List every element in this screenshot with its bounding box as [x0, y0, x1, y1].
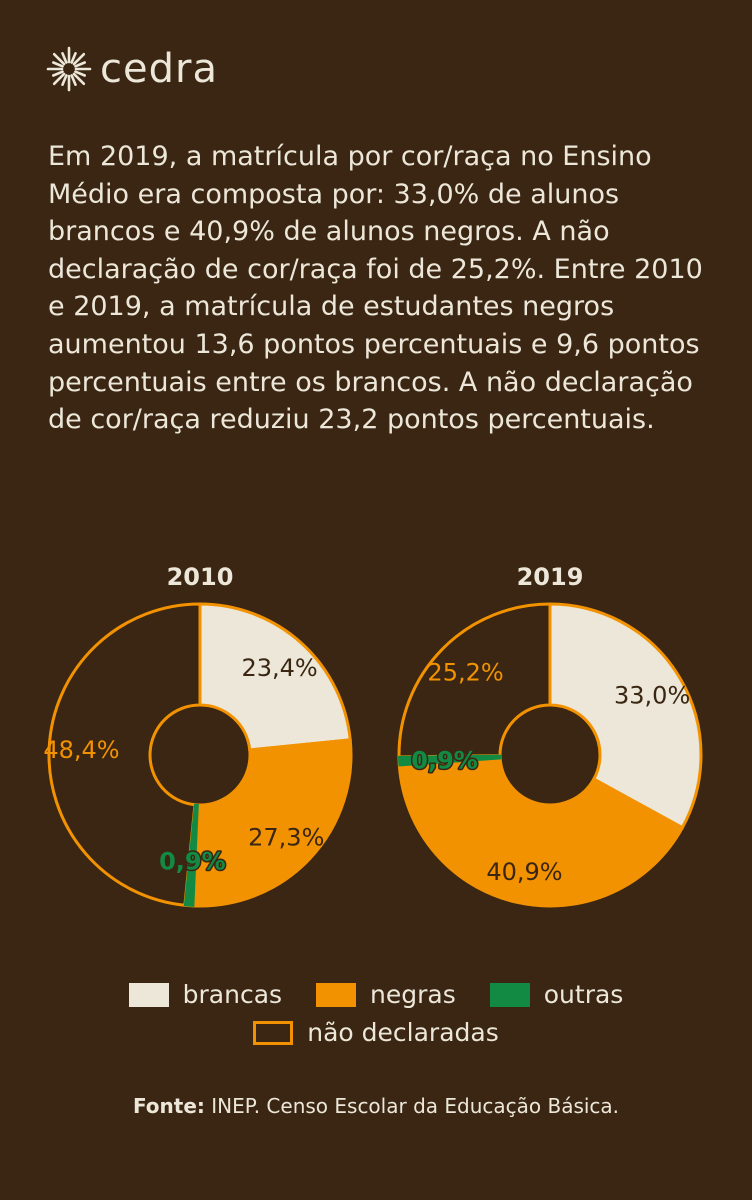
slice-brancas-2019 [548, 602, 703, 830]
logo-ray [72, 72, 86, 86]
brand-logo: cedra [46, 44, 218, 94]
logo-ray [51, 70, 64, 77]
slice-negras-2010 [191, 738, 353, 908]
legend-swatch-negras [316, 982, 357, 1007]
donut-charts: 2010 23,4% 27,3% 0,9% 48,4% 2019 33,0% 40,9% 0,9… [43, 563, 703, 908]
legend-swatch-brancas [128, 982, 169, 1007]
logo-ray [70, 74, 77, 87]
logo-ray [72, 52, 86, 66]
label-brancas-2019: 33,0% [614, 682, 690, 710]
legend-item-brancas: brancas [128, 980, 283, 1009]
intro-paragraph: Em 2019, a matrícula por cor/raça no Ens… [48, 141, 703, 436]
source-text: INEP. Censo Escolar da Educação Básica. [211, 1094, 620, 1118]
label-outras-2010: 0,9% [159, 847, 226, 875]
slice-brancas-2010 [198, 602, 352, 752]
legend-row-2: não declaradas [0, 1018, 752, 1047]
legend-item-nao-declaradas: não declaradas [253, 1018, 499, 1047]
label-nao-declaradas-2019: 25,2% [427, 659, 503, 687]
label-nao-declaradas-2010: 48,4% [43, 736, 119, 764]
logo-ray [74, 61, 87, 68]
logo-ray [74, 70, 87, 77]
label-outras-2019: 0,9% [411, 746, 478, 774]
legend-item-outras: outras [489, 980, 624, 1009]
logo-ray [52, 72, 66, 86]
legend-row-1: brancas negras outras [0, 980, 752, 1009]
sunburst-logo-icon [46, 46, 92, 92]
logo-ray [70, 51, 77, 64]
legend-label-outras: outras [543, 980, 624, 1009]
legend-item-negras: negras [316, 980, 456, 1009]
legend-swatch-nao-declaradas [253, 1020, 294, 1045]
legend-label-negras: negras [370, 980, 456, 1009]
slice-negras-2019 [397, 756, 684, 908]
slice-outras-highlight-2019 [397, 754, 502, 767]
label-negras-2010: 27,3% [248, 824, 324, 852]
slice-nao-declaradas-2019 [397, 602, 552, 759]
logo-ray [61, 51, 68, 64]
source-label: Fonte: [132, 1094, 205, 1118]
logo-ray [52, 52, 66, 66]
label-brancas-2010: 23,4% [241, 654, 317, 682]
legend-label-brancas: brancas [182, 980, 283, 1009]
label-negras-2019: 40,9% [486, 858, 562, 886]
chart-title-2010: 2010 [167, 563, 234, 591]
slice-nao-declaradas-2010 [47, 602, 202, 907]
brand-name: cedra [100, 46, 218, 92]
legend-swatch-outras [489, 982, 530, 1007]
legend-label-nao-declaradas: não declaradas [307, 1018, 499, 1047]
source-note: Fonte: INEP. Censo Escolar da Educação B… [0, 1094, 752, 1118]
chart-title-2019: 2019 [517, 563, 584, 591]
logo-ray [61, 74, 68, 87]
slice-outras-highlight-2010 [183, 803, 199, 907]
logo-ray [51, 61, 64, 68]
